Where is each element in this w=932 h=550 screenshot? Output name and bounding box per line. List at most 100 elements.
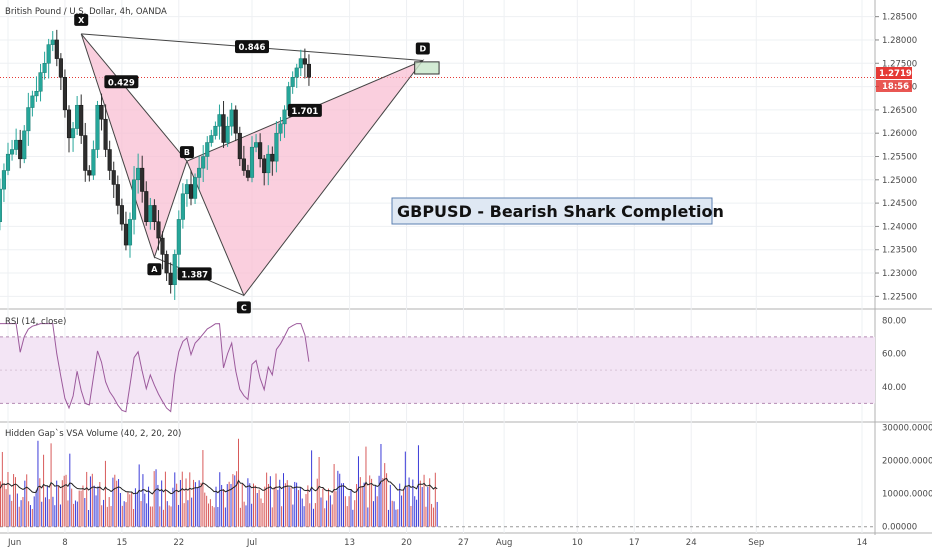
candle (270, 146, 275, 176)
candle-body (83, 135, 88, 171)
candle (71, 122, 76, 152)
candle (306, 54, 311, 86)
time-tick-label: 13 (344, 538, 355, 548)
last-price: 1.27194 (879, 69, 918, 79)
candle (176, 210, 181, 269)
candle (111, 161, 116, 198)
pattern-point-label: X (78, 16, 85, 25)
candle (30, 90, 35, 117)
candle-body (205, 142, 210, 157)
candle (95, 100, 100, 159)
candle (103, 104, 108, 158)
candle-body (103, 118, 108, 150)
ratio-box (104, 75, 139, 89)
candle (123, 211, 128, 251)
candle (58, 53, 63, 90)
time-tick-label: 14 (857, 538, 868, 548)
candle-body (249, 146, 255, 178)
candle-body (217, 114, 222, 127)
candle-body (79, 104, 84, 136)
candle-body (127, 219, 133, 246)
candle-body (274, 132, 279, 162)
candle-body (188, 184, 194, 199)
candle-body (75, 104, 80, 129)
prz-zone (414, 61, 440, 75)
candle (188, 170, 194, 206)
candle (156, 210, 161, 251)
candle-body (262, 158, 267, 174)
price-tick-label: 1.23500 (882, 246, 917, 256)
ratio-a-c: 1.387 (177, 267, 212, 281)
candle (38, 63, 43, 102)
candle (1, 163, 6, 202)
candle-body (62, 77, 67, 111)
candle-body (54, 39, 59, 59)
pattern-point-box (415, 42, 430, 55)
countdown: 18:56 (882, 82, 909, 92)
pattern-point-label: A (151, 265, 158, 274)
candle (87, 165, 92, 182)
candle (294, 63, 299, 88)
candle (205, 136, 210, 170)
candle (209, 129, 214, 147)
candle-body (140, 167, 145, 192)
candle-body (132, 179, 137, 220)
candle-body (136, 167, 141, 181)
candle-body (144, 191, 149, 223)
rsi-tick-label: 60.00 (882, 350, 906, 360)
time-tick-label: 24 (686, 538, 697, 548)
candle (83, 122, 88, 182)
candle (0, 178, 2, 231)
candle-body (168, 272, 173, 285)
candle-body (156, 221, 161, 239)
candle-body (193, 177, 198, 199)
pattern-point-b: B (179, 146, 194, 159)
candle (184, 179, 189, 207)
candle-body (46, 44, 51, 64)
candle (298, 49, 303, 77)
candle-body (290, 77, 295, 87)
price-tick-label: 1.28500 (882, 13, 917, 23)
candle (127, 212, 133, 258)
candle (164, 250, 169, 281)
candle-body (42, 63, 47, 73)
annotation-box[interactable]: GBPUSD - Bearish Shark Completion (391, 197, 724, 225)
candle (221, 100, 226, 148)
candle (237, 126, 242, 167)
candle-body (18, 139, 23, 160)
candle (172, 249, 177, 300)
candle-body (254, 142, 259, 148)
candle-body (160, 237, 165, 255)
candle (282, 105, 287, 138)
pattern-point-label: C (241, 303, 247, 312)
candle (168, 262, 173, 294)
time-tick-label: 15 (116, 538, 127, 548)
candle-body (66, 109, 72, 139)
candle (193, 173, 198, 204)
volume-title: Hidden Gap`s VSA Volume (40, 2, 20, 20) (5, 428, 181, 439)
time-tick-label: 10 (572, 538, 583, 548)
time-tick-label: 20 (401, 538, 412, 548)
candlesticks (0, 29, 311, 300)
candle-body (180, 193, 185, 220)
candle (50, 31, 55, 52)
candle-body (209, 135, 214, 143)
candle-body (184, 184, 189, 195)
triangle-bcd (186, 59, 425, 297)
axes: 1.285001.280001.275001.270001.265001.260… (7, 13, 932, 548)
time-tick-label: Aug (496, 538, 513, 548)
harmonic-pattern (80, 33, 440, 297)
candle-body (176, 219, 181, 255)
time-tick-label: 17 (629, 538, 640, 548)
candle (302, 48, 307, 79)
candle (5, 142, 11, 176)
pattern-point-label: B (184, 148, 190, 157)
candle-body (71, 128, 76, 139)
candle-body (294, 67, 299, 78)
candle-body (306, 63, 311, 78)
candle-body (38, 72, 43, 92)
rsi-title: RSI (14, close) (5, 317, 66, 327)
candle-body (282, 109, 287, 125)
ratio-box (177, 267, 212, 281)
